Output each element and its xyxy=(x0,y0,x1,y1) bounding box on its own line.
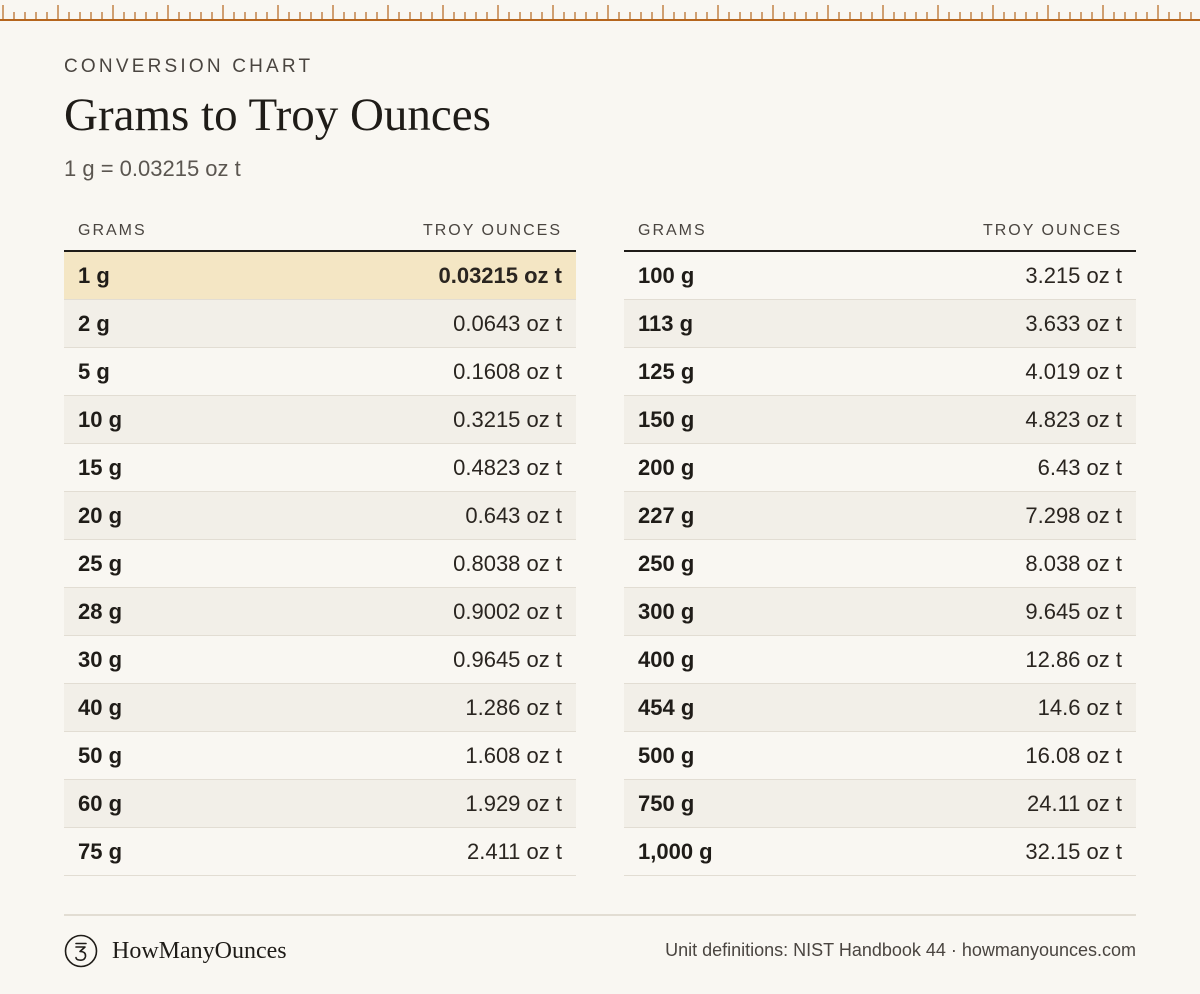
table-row: 15 g 0.4823 oz t xyxy=(64,444,576,492)
troy-ounces-value: 4.019 oz t xyxy=(1025,358,1122,384)
grams-value: 227 g xyxy=(638,502,695,528)
grams-value: 500 g xyxy=(638,742,695,768)
troy-ounces-value: 0.3215 oz t xyxy=(453,406,562,432)
grams-value: 75 g xyxy=(78,838,123,864)
grams-value: 25 g xyxy=(78,550,123,576)
troy-ounces-value: 7.298 oz t xyxy=(1025,502,1122,528)
troy-ounces-value: 1.929 oz t xyxy=(465,790,562,816)
grams-value: 60 g xyxy=(78,790,123,816)
table-row: 30 g 0.9645 oz t xyxy=(64,636,576,684)
grams-value: 125 g xyxy=(638,358,695,384)
grams-value: 40 g xyxy=(78,694,123,720)
troy-ounces-value: 4.823 oz t xyxy=(1025,406,1122,432)
troy-ounces-value: 9.645 oz t xyxy=(1025,598,1122,624)
grams-value: 30 g xyxy=(78,646,123,672)
table-row: 227 g 7.298 oz t xyxy=(624,492,1136,540)
troy-ounces-value: 0.4823 oz t xyxy=(453,454,562,480)
grams-value: 300 g xyxy=(638,598,695,624)
table-row: 2 g 0.0643 oz t xyxy=(64,300,576,348)
table-header: GRAMS TROY OUNCES xyxy=(624,210,1136,252)
table-row: 20 g 0.643 oz t xyxy=(64,492,576,540)
header: CONVERSION CHART Grams to Troy Ounces 1 … xyxy=(64,56,491,182)
troy-ounces-value: 0.03215 oz t xyxy=(438,262,562,288)
table-row: 300 g 9.645 oz t xyxy=(624,588,1136,636)
table-row: 60 g 1.929 oz t xyxy=(64,780,576,828)
troy-ounces-value: 8.038 oz t xyxy=(1025,550,1122,576)
brand: HowManyOunces xyxy=(64,934,287,968)
grams-value: 2 g xyxy=(78,310,110,336)
column-header-troy-ounces: TROY OUNCES xyxy=(982,222,1122,239)
troy-ounces-value: 0.0643 oz t xyxy=(453,310,562,336)
table-row: 25 g 0.8038 oz t xyxy=(64,540,576,588)
decorative-ruler xyxy=(0,5,1200,21)
grams-value: 400 g xyxy=(638,646,695,672)
table-row: 400 g 12.86 oz t xyxy=(624,636,1136,684)
table-row: 40 g 1.286 oz t xyxy=(64,684,576,732)
grams-value: 250 g xyxy=(638,550,695,576)
table-row: 10 g 0.3215 oz t xyxy=(64,396,576,444)
table-row: 100 g 3.215 oz t xyxy=(624,252,1136,300)
troy-ounces-value: 32.15 oz t xyxy=(1025,838,1122,864)
grams-value: 5 g xyxy=(78,358,110,384)
column-header-grams: GRAMS xyxy=(78,222,147,239)
troy-ounces-value: 0.643 oz t xyxy=(465,502,562,528)
troy-ounces-value: 6.43 oz t xyxy=(1037,454,1122,480)
page-title: Grams to Troy Ounces xyxy=(64,89,491,141)
table-row: 750 g 24.11 oz t xyxy=(624,780,1136,828)
table-row: 5 g 0.1608 oz t xyxy=(64,348,576,396)
source-note: Unit definitions: NIST Handbook 44 · how… xyxy=(665,940,1136,960)
table-row: 1,000 g 32.15 oz t xyxy=(624,828,1136,876)
table-row: 250 g 8.038 oz t xyxy=(624,540,1136,588)
troy-ounces-value: 0.8038 oz t xyxy=(453,550,562,576)
table-row: 500 g 16.08 oz t xyxy=(624,732,1136,780)
table-row: 75 g 2.411 oz t xyxy=(64,828,576,876)
troy-ounces-value: 3.215 oz t xyxy=(1025,262,1122,288)
grams-value: 15 g xyxy=(78,454,123,480)
grams-value: 50 g xyxy=(78,742,123,768)
table-row: 1 g 0.03215 oz t xyxy=(64,252,576,300)
troy-ounces-value: 3.633 oz t xyxy=(1025,310,1122,336)
grams-value: 113 g xyxy=(638,310,694,336)
grams-value: 1,000 g xyxy=(638,838,713,864)
troy-ounces-value: 2.411 oz t xyxy=(467,838,562,864)
table-row: 200 g 6.43 oz t xyxy=(624,444,1136,492)
table-row: 50 g 1.608 oz t xyxy=(64,732,576,780)
troy-ounces-value: 1.286 oz t xyxy=(465,694,562,720)
troy-ounces-value: 12.86 oz t xyxy=(1025,646,1122,672)
troy-ounces-value: 1.608 oz t xyxy=(465,742,562,768)
troy-ounces-value: 0.9645 oz t xyxy=(453,646,562,672)
grams-value: 454 g xyxy=(638,694,695,720)
troy-ounces-value: 0.1608 oz t xyxy=(453,358,562,384)
grams-value: 200 g xyxy=(638,454,695,480)
grams-value: 1 g xyxy=(78,262,110,288)
table-header: GRAMS TROY OUNCES xyxy=(64,210,576,252)
table-row: 28 g 0.9002 oz t xyxy=(64,588,576,636)
page-subtitle: 1 g = 0.03215 oz t xyxy=(64,155,241,181)
table-row: 150 g 4.823 oz t xyxy=(624,396,1136,444)
eyebrow-label: CONVERSION CHART xyxy=(64,56,314,77)
brand-name: HowManyOunces xyxy=(112,937,287,964)
grams-value: 28 g xyxy=(78,598,123,624)
troy-ounces-value: 24.11 oz t xyxy=(1027,790,1122,816)
grams-value: 10 g xyxy=(78,406,123,432)
table-row: 125 g 4.019 oz t xyxy=(624,348,1136,396)
grams-value: 150 g xyxy=(638,406,695,432)
grams-value: 750 g xyxy=(638,790,695,816)
column-header-grams: GRAMS xyxy=(638,222,707,239)
troy-ounces-value: 14.6 oz t xyxy=(1037,694,1122,720)
table-row: 454 g 14.6 oz t xyxy=(624,684,1136,732)
column-header-troy-ounces: TROY OUNCES xyxy=(422,222,562,239)
footer-divider xyxy=(64,914,1136,916)
logo-icon xyxy=(64,934,98,968)
troy-ounces-value: 0.9002 oz t xyxy=(453,598,562,624)
table-row: 113 g 3.633 oz t xyxy=(624,300,1136,348)
conversion-table-left: GRAMS TROY OUNCES 1 g 0.03215 oz t 2 g 0.06… xyxy=(64,210,576,876)
grams-value: 100 g xyxy=(638,262,695,288)
troy-ounces-value: 16.08 oz t xyxy=(1025,742,1122,768)
grams-value: 20 g xyxy=(78,502,123,528)
conversion-table-right: GRAMS TROY OUNCES 100 g 3.215 oz t 113 g 3.… xyxy=(624,210,1136,876)
